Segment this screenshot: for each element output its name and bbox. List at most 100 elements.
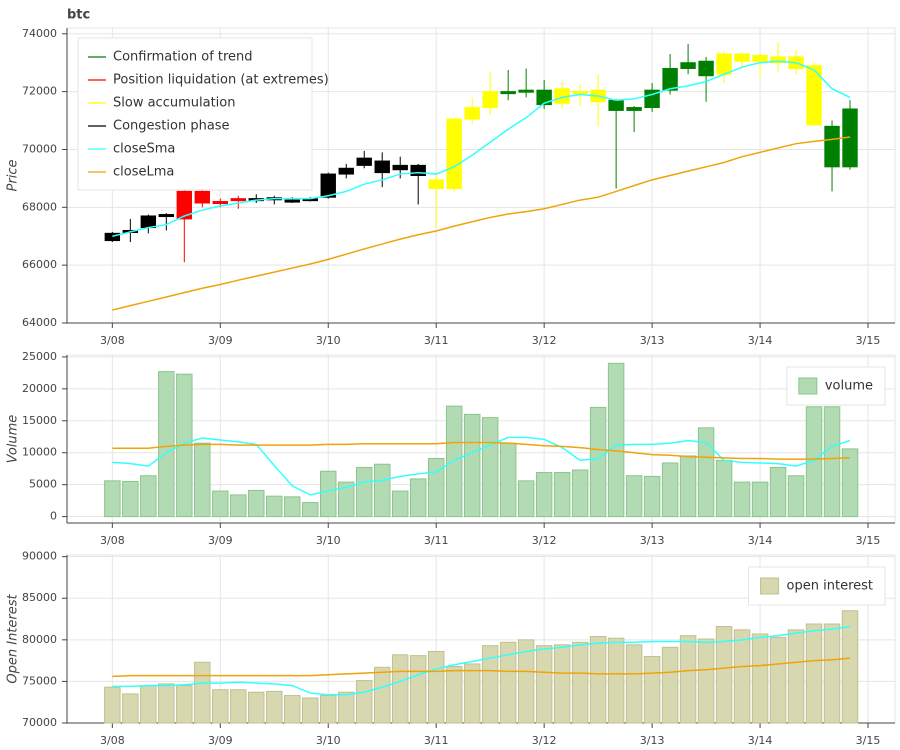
bar [787,629,805,724]
bar [589,636,607,724]
bar [553,644,571,724]
x-tick-label: 3/10 [316,334,341,347]
bar [104,686,121,724]
bar [787,475,805,518]
bar [338,481,355,518]
chart-title: btc [67,8,90,23]
y-tick-label: 70000 [22,716,57,729]
legend: volume [786,366,886,406]
y-tick-label: 70000 [22,142,57,155]
bar [571,469,589,518]
candle-body [104,232,121,242]
legend: open interest [748,566,886,606]
bar [751,481,769,518]
bar [248,691,265,724]
bar [122,693,139,724]
candle-body [320,173,336,198]
bar [284,695,301,724]
bar [823,623,841,724]
bar [373,666,391,724]
y-axis-label: Price [6,160,21,192]
y-tick-label: 75000 [22,674,57,687]
x-tick-label: 3/12 [532,734,557,747]
candle-body [662,67,678,91]
bar [104,480,121,518]
bar [553,472,571,518]
candle-body [212,201,228,205]
legend-label: closeSma [113,142,175,157]
candle-body [626,107,642,111]
bar [841,610,859,724]
line-series [112,436,851,496]
y-tick-label: 68000 [22,200,57,213]
bar [823,406,841,518]
x-tick-label: 3/11 [424,534,449,547]
bar [302,697,319,724]
bar [751,633,769,724]
line-series [112,441,851,460]
bar [248,489,265,518]
candle-body [698,60,714,77]
legend: Confirmation of trend Position liquidatio… [77,37,329,191]
candle-body [572,91,588,95]
y-tick-label: 72000 [22,85,57,98]
line-series [112,60,851,237]
bar [427,650,445,724]
x-tick-label: 3/11 [424,334,449,347]
candle-body [374,160,390,174]
legend-label: Congestion phase [113,119,230,134]
bar [194,442,211,518]
panel: 3/08 3/09 3/10 3/11 3/12 3/13 3/14 3/15 0 5000 100… [6,350,896,547]
bar [643,655,661,724]
bar [230,689,247,724]
panel: 3/08 3/09 3/10 3/11 3/12 3/13 3/14 3/15 70000 750… [6,550,896,747]
x-tick-label: 3/12 [532,534,557,547]
x-tick-label: 3/14 [748,334,773,347]
bar [715,459,733,518]
bar [733,481,751,518]
y-tick-label: 15000 [22,414,57,427]
x-tick-label: 3/13 [640,534,665,547]
bar [589,406,607,518]
candle-body [158,214,175,218]
bar [445,405,463,518]
legend-label: Slow accumulation [113,96,235,111]
candle-body [518,89,534,93]
bar [805,623,823,724]
y-tick-label: 20000 [22,382,57,395]
x-tick-label: 3/10 [316,534,341,547]
x-tick-label: 3/15 [856,534,881,547]
line-series [112,625,851,696]
bar [176,685,193,724]
bar [643,475,661,518]
bar [158,683,175,724]
legend-label: closeLma [113,165,174,180]
x-tick-label: 3/09 [208,334,233,347]
y-tick-label: 25000 [22,350,57,363]
candle-body [482,91,498,109]
y-tick-label: 85000 [22,591,57,604]
y-tick-label: 0 [50,510,57,523]
bar [158,371,175,518]
candle-body [734,53,750,62]
legend-box [77,37,313,191]
y-tick-label: 10000 [22,446,57,459]
bar [517,480,535,518]
x-tick-label: 3/14 [748,534,773,547]
bar [661,462,679,518]
bar [679,455,697,518]
candle-body [446,118,462,190]
x-tick-label: 3/10 [316,734,341,747]
bar [230,494,247,518]
candle-body [428,179,444,190]
y-tick-label: 74000 [22,27,57,40]
x-tick-label: 3/13 [640,334,665,347]
x-tick-label: 3/14 [748,734,773,747]
x-tick-label: 3/11 [424,734,449,747]
y-tick-label: 66000 [22,258,57,271]
candle-body [230,198,246,202]
x-tick-label: 3/15 [856,334,881,347]
candle-body [536,89,552,106]
bar [661,646,679,724]
candle-body [194,190,210,204]
